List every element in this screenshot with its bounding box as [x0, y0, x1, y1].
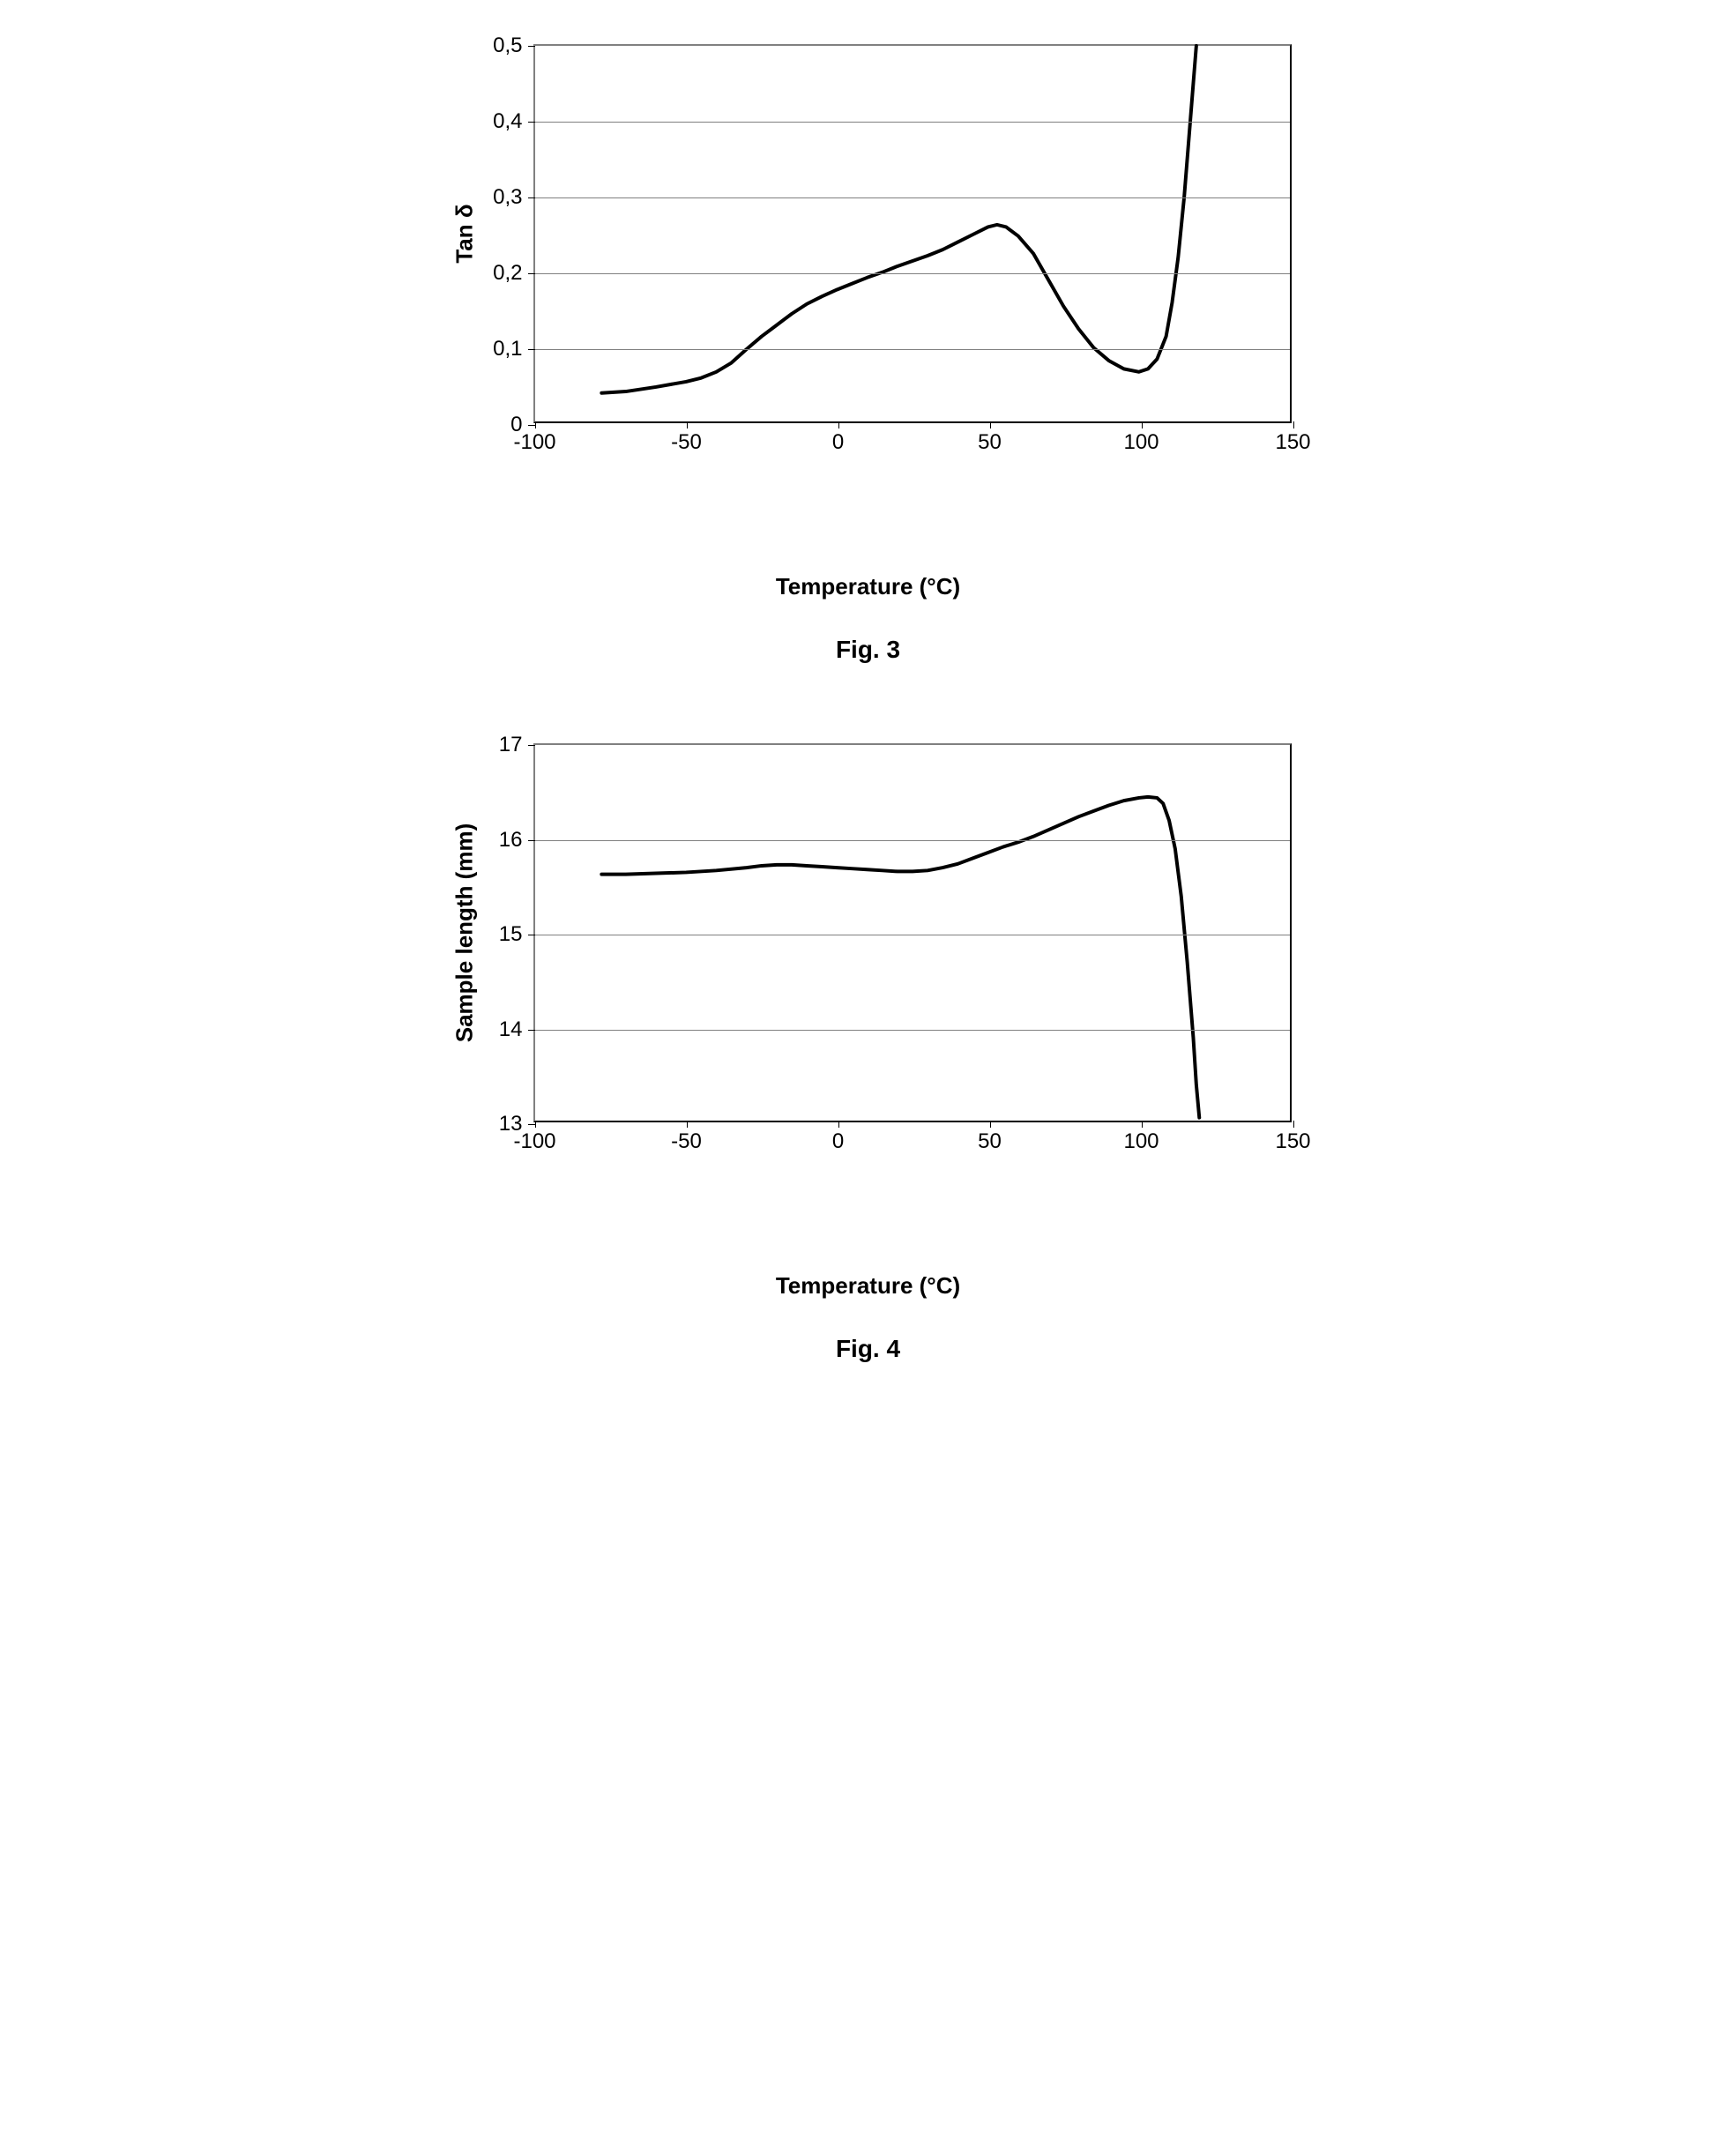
fig3-x-tick [687, 421, 688, 428]
figure-4: Sample length (mm) 1314151617-100-500501… [384, 734, 1353, 1363]
fig3-y-tick-label: 0,5 [493, 34, 522, 58]
fig4-y-tick-label: 15 [499, 922, 523, 947]
fig4-x-tick-label: 100 [1123, 1129, 1159, 1154]
fig4-y-tick-label: 16 [499, 828, 523, 853]
fig3-y-tick-label: 0,2 [493, 261, 522, 286]
fig4-gridline [535, 1030, 1290, 1031]
fig3-y-tick [528, 122, 535, 123]
fig4-x-axis-title: Temperature (°C) [384, 1272, 1353, 1300]
fig4-x-tick [1293, 1121, 1294, 1128]
fig3-x-tick [990, 421, 991, 428]
fig4-x-tick [990, 1121, 991, 1128]
fig4-x-tick-label: 150 [1275, 1129, 1310, 1154]
fig3-gridline [535, 273, 1290, 274]
fig4-x-tick [1142, 1121, 1143, 1128]
fig4-x-tick-label: -50 [671, 1129, 702, 1154]
fig3-y-axis-title: Tan δ [451, 204, 478, 263]
fig3-y-tick-label: 0,4 [493, 109, 522, 134]
fig3-y-tick-label: 0,1 [493, 337, 522, 361]
fig4-y-tick-label: 14 [499, 1017, 523, 1042]
fig4-y-axis-title: Sample length (mm) [451, 823, 478, 1042]
fig4-plot-area: Sample length (mm) 1314151617-100-500501… [533, 743, 1292, 1122]
fig3-gridline [535, 349, 1290, 350]
fig3-gridline [535, 122, 1290, 123]
fig4-x-tick [838, 1121, 839, 1128]
fig4-x-tick [687, 1121, 688, 1128]
fig3-x-axis-title: Temperature (°C) [384, 573, 1353, 600]
fig3-x-tick [535, 421, 536, 428]
fig3-x-tick [1293, 421, 1294, 428]
figure-3: Tan δ 00,10,20,30,40,5-100-50050100150 T… [384, 35, 1353, 664]
fig3-x-tick [838, 421, 839, 428]
fig3-y-tick-label: 0,3 [493, 185, 522, 210]
fig3-y-tick [528, 273, 535, 274]
fig3-x-tick-label: 150 [1275, 430, 1310, 455]
fig3-x-tick-label: 50 [978, 430, 1002, 455]
fig4-y-tick [528, 745, 535, 746]
fig3-y-tick [528, 46, 535, 47]
fig4-chart: Sample length (mm) 1314151617-100-500501… [428, 734, 1309, 1228]
fig3-chart: Tan δ 00,10,20,30,40,5-100-50050100150 [428, 35, 1309, 529]
fig3-x-tick [1142, 421, 1143, 428]
fig3-x-tick-label: 0 [832, 430, 844, 455]
fig3-y-tick [528, 425, 535, 426]
fig4-x-tick [535, 1121, 536, 1128]
fig4-y-tick-label: 17 [499, 733, 523, 757]
fig3-x-tick-label: 100 [1123, 430, 1159, 455]
fig3-x-tick-label: -50 [671, 430, 702, 455]
fig4-y-tick [528, 1030, 535, 1031]
fig4-caption: Fig. 4 [384, 1335, 1353, 1363]
fig4-line-series [535, 745, 1290, 1122]
fig4-x-tick-label: 50 [978, 1129, 1002, 1154]
fig4-gridline [535, 840, 1290, 841]
fig4-x-tick-label: -100 [513, 1129, 555, 1154]
fig4-y-tick [528, 840, 535, 841]
fig3-line-series [535, 46, 1290, 423]
fig3-x-tick-label: -100 [513, 430, 555, 455]
fig4-x-tick-label: 0 [832, 1129, 844, 1154]
fig3-gridline [535, 197, 1290, 198]
fig3-y-tick [528, 349, 535, 350]
fig3-plot-area: Tan δ 00,10,20,30,40,5-100-50050100150 [533, 44, 1292, 423]
fig4-y-tick [528, 1124, 535, 1125]
fig3-y-tick [528, 197, 535, 198]
fig3-caption: Fig. 3 [384, 636, 1353, 664]
